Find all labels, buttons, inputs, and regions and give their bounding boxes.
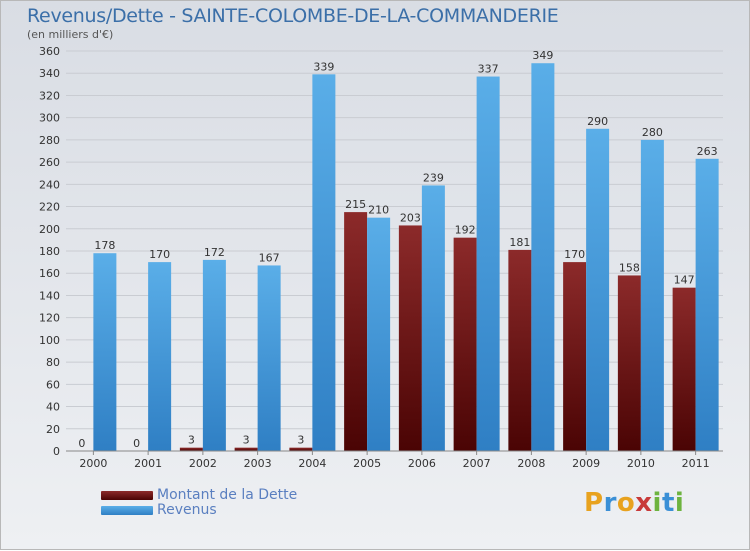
y-tick-label-60: 60 [46, 378, 60, 391]
y-tick-label-20: 20 [46, 423, 60, 436]
x-tick-label-2007: 2007 [463, 457, 491, 470]
data-label-dette-2009: 170 [564, 248, 585, 261]
data-label-dette-2005: 215 [345, 198, 366, 211]
data-label-revenus-2000: 178 [94, 239, 115, 252]
y-tick-label-260: 260 [39, 156, 60, 169]
bar-dette-2002 [179, 447, 203, 451]
y-tick-label-0: 0 [53, 445, 60, 458]
bar-revenus-2000 [93, 253, 117, 451]
data-label-revenus-2008: 349 [532, 49, 553, 62]
y-tick-label-160: 160 [39, 267, 60, 280]
data-label-dette-2001: 0 [133, 437, 140, 450]
x-tick-label-2009: 2009 [572, 457, 600, 470]
data-label-dette-2006: 203 [400, 211, 421, 224]
legend-swatch-dette [101, 491, 153, 500]
bar-dette-2008 [508, 249, 532, 451]
y-tick-label-200: 200 [39, 223, 60, 236]
x-tick-label-2008: 2008 [517, 457, 545, 470]
data-label-revenus-2005: 210 [368, 204, 389, 217]
data-label-revenus-2006: 239 [423, 171, 444, 184]
bar-revenus-2005 [367, 217, 391, 451]
y-tick-label-100: 100 [39, 334, 60, 347]
bar-revenus-2001 [148, 262, 172, 451]
bar-revenus-2004 [312, 74, 336, 451]
bar-dette-2009 [563, 262, 587, 451]
x-tick-label-2011: 2011 [682, 457, 710, 470]
proxiti-letter: P [584, 488, 604, 518]
data-label-revenus-2010: 280 [642, 126, 663, 139]
bar-dette-2005 [344, 212, 368, 451]
proxiti-letter: x [635, 488, 653, 518]
bar-dette-2004 [289, 447, 313, 451]
y-tick-label-140: 140 [39, 289, 60, 302]
data-label-dette-2002: 3 [188, 434, 195, 447]
y-tick-label-220: 220 [39, 201, 60, 214]
data-label-revenus-2003: 167 [259, 251, 280, 264]
data-label-dette-2007: 192 [455, 224, 476, 237]
y-tick-label-340: 340 [39, 67, 60, 80]
data-label-revenus-2004: 339 [313, 60, 334, 73]
bar-revenus-2008 [531, 63, 555, 451]
legend-label-revenus: Revenus [157, 502, 217, 518]
y-tick-label-280: 280 [39, 134, 60, 147]
x-tick-label-2003: 2003 [244, 457, 272, 470]
y-tick-label-120: 120 [39, 312, 60, 325]
data-label-dette-2004: 3 [297, 434, 304, 447]
x-tick-label-2004: 2004 [298, 457, 326, 470]
bar-dette-2006 [398, 225, 422, 451]
bar-revenus-2007 [476, 76, 500, 452]
data-label-revenus-2009: 290 [587, 115, 608, 128]
y-tick-label-320: 320 [39, 89, 60, 102]
data-label-revenus-2001: 170 [149, 248, 170, 261]
bar-revenus-2002 [202, 259, 226, 451]
y-tick-label-360: 360 [39, 45, 60, 58]
x-tick-label-2006: 2006 [408, 457, 436, 470]
y-tick-label-40: 40 [46, 401, 60, 414]
data-label-revenus-2011: 263 [697, 145, 718, 158]
data-label-revenus-2007: 337 [478, 63, 499, 76]
data-label-dette-2008: 181 [509, 236, 530, 249]
bar-dette-2003 [234, 447, 258, 451]
data-label-dette-2011: 147 [674, 274, 695, 287]
proxiti-logo: Proxiti [584, 488, 684, 518]
bar-revenus-2010 [640, 139, 664, 451]
legend-label-dette: Montant de la Dette [157, 487, 298, 503]
y-tick-label-80: 80 [46, 356, 60, 369]
x-tick-label-2005: 2005 [353, 457, 381, 470]
y-tick-label-240: 240 [39, 178, 60, 191]
data-label-dette-2010: 158 [619, 261, 640, 274]
bar-dette-2010 [617, 275, 641, 451]
x-tick-label-2000: 2000 [79, 457, 107, 470]
y-tick-label-180: 180 [39, 245, 60, 258]
x-tick-label-2001: 2001 [134, 457, 162, 470]
proxiti-letter: o [616, 488, 636, 518]
proxiti-letter: i [674, 488, 685, 518]
y-tick-label-300: 300 [39, 112, 60, 125]
legend-swatch-revenus [101, 506, 153, 515]
x-tick-label-2010: 2010 [627, 457, 655, 470]
chart-title: Revenus/Dette - SAINTE-COLOMBE-DE-LA-COM… [27, 5, 559, 27]
bar-dette-2011 [672, 287, 696, 451]
proxiti-letter: r [603, 488, 617, 518]
data-label-revenus-2002: 172 [204, 246, 225, 259]
chart-subtitle: (en milliers d'€) [27, 28, 114, 41]
bar-revenus-2003 [257, 265, 281, 451]
data-label-dette-2003: 3 [243, 434, 250, 447]
proxiti-letter: i [652, 488, 662, 518]
bar-revenus-2011 [695, 158, 719, 451]
bar-revenus-2006 [421, 185, 445, 451]
bar-revenus-2009 [586, 128, 610, 451]
data-label-dette-2000: 0 [78, 437, 85, 450]
proxiti-letter: t [661, 488, 675, 518]
bar-dette-2007 [453, 237, 477, 451]
x-tick-label-2002: 2002 [189, 457, 217, 470]
